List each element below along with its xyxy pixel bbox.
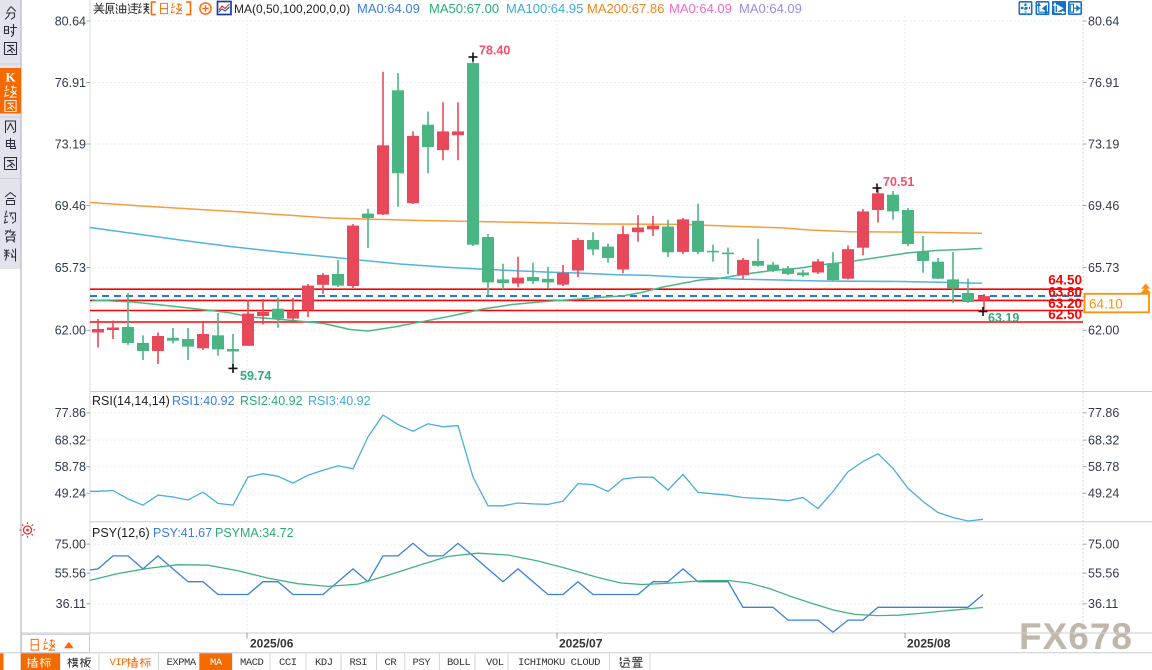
- svg-text:MACD: MACD: [240, 657, 264, 669]
- svg-text:80.64: 80.64: [55, 14, 86, 28]
- svg-text:RSI(14,14,14): RSI(14,14,14): [92, 394, 170, 408]
- svg-text:77.86: 77.86: [55, 406, 86, 420]
- svg-text:MA(0,50,100,200,0,0): MA(0,50,100,200,0,0): [234, 2, 350, 16]
- svg-text:78.40: 78.40: [479, 44, 510, 58]
- svg-text:36.11: 36.11: [1088, 597, 1118, 611]
- svg-text:2025/08: 2025/08: [907, 637, 951, 651]
- svg-text:PSY: PSY: [413, 657, 432, 669]
- svg-text:MA0:64.09: MA0:64.09: [669, 1, 732, 16]
- svg-text:ICHIMOKU CLOUD: ICHIMOKU CLOUD: [518, 657, 600, 669]
- svg-text:BOLL: BOLL: [447, 657, 471, 669]
- svg-text:76.91: 76.91: [1088, 76, 1119, 90]
- svg-text:63.80: 63.80: [1048, 285, 1082, 300]
- svg-text:RSI1:40.92: RSI1:40.92: [172, 394, 235, 408]
- svg-text:CCI: CCI: [279, 657, 297, 669]
- svg-text:K: K: [5, 70, 16, 85]
- svg-text:MA0:64.09: MA0:64.09: [739, 1, 802, 16]
- svg-text:64.10: 64.10: [1089, 296, 1123, 311]
- svg-text:63.19: 63.19: [988, 311, 1019, 325]
- svg-text:MA50:67.00: MA50:67.00: [429, 1, 499, 16]
- svg-text:62.00: 62.00: [1088, 324, 1119, 338]
- svg-text:RSI: RSI: [350, 657, 368, 669]
- svg-text:77.86: 77.86: [1088, 406, 1119, 420]
- svg-text:MA200:67.86: MA200:67.86: [587, 1, 664, 16]
- svg-text:55.56: 55.56: [55, 567, 86, 581]
- svg-text:70.51: 70.51: [883, 175, 914, 189]
- svg-text:73.19: 73.19: [55, 137, 86, 151]
- svg-text:RSI3:40.92: RSI3:40.92: [308, 394, 371, 408]
- svg-text:RSI2:40.92: RSI2:40.92: [240, 394, 303, 408]
- svg-text:68.32: 68.32: [1088, 433, 1119, 447]
- svg-text:VOL: VOL: [486, 657, 504, 669]
- svg-text:80.64: 80.64: [1088, 14, 1119, 28]
- svg-text:PSY(12,6): PSY(12,6): [92, 526, 150, 540]
- svg-text:EXPMA: EXPMA: [167, 657, 197, 669]
- svg-text:69.46: 69.46: [55, 199, 86, 213]
- svg-text:58.78: 58.78: [55, 460, 86, 474]
- svg-text:MA100:64.95: MA100:64.95: [506, 1, 583, 16]
- svg-text:59.74: 59.74: [240, 369, 271, 383]
- svg-text:VIP: VIP: [110, 657, 128, 669]
- svg-text:2025/06: 2025/06: [250, 637, 294, 651]
- svg-text:CR: CR: [385, 657, 398, 669]
- svg-text:MA: MA: [210, 657, 223, 669]
- svg-text:69.46: 69.46: [1088, 199, 1119, 213]
- svg-text:65.73: 65.73: [1088, 261, 1119, 275]
- svg-text:62.50: 62.50: [1048, 307, 1082, 322]
- svg-text:PSY:41.67: PSY:41.67: [153, 526, 212, 540]
- svg-text:76.91: 76.91: [55, 76, 86, 90]
- svg-text:63.20: 63.20: [1048, 296, 1082, 311]
- svg-text:KDJ: KDJ: [315, 657, 333, 669]
- svg-text:MA0:64.09: MA0:64.09: [357, 1, 420, 16]
- svg-text:PSYMA:34.72: PSYMA:34.72: [215, 526, 294, 540]
- svg-text:55.56: 55.56: [1088, 567, 1119, 581]
- svg-text:36.11: 36.11: [56, 597, 86, 611]
- svg-text:73.19: 73.19: [1088, 137, 1119, 151]
- svg-text:64.50: 64.50: [1048, 273, 1082, 288]
- svg-text:49.24: 49.24: [1088, 487, 1119, 501]
- svg-text:49.24: 49.24: [55, 487, 86, 501]
- svg-text:68.32: 68.32: [55, 433, 86, 447]
- svg-text:FX678: FX678: [1019, 616, 1133, 657]
- svg-text:75.00: 75.00: [55, 538, 86, 552]
- svg-text:65.73: 65.73: [55, 261, 86, 275]
- svg-text:2025/07: 2025/07: [559, 637, 603, 651]
- svg-text:62.00: 62.00: [55, 324, 86, 338]
- svg-text:58.78: 58.78: [1088, 460, 1119, 474]
- svg-text:75.00: 75.00: [1088, 538, 1119, 552]
